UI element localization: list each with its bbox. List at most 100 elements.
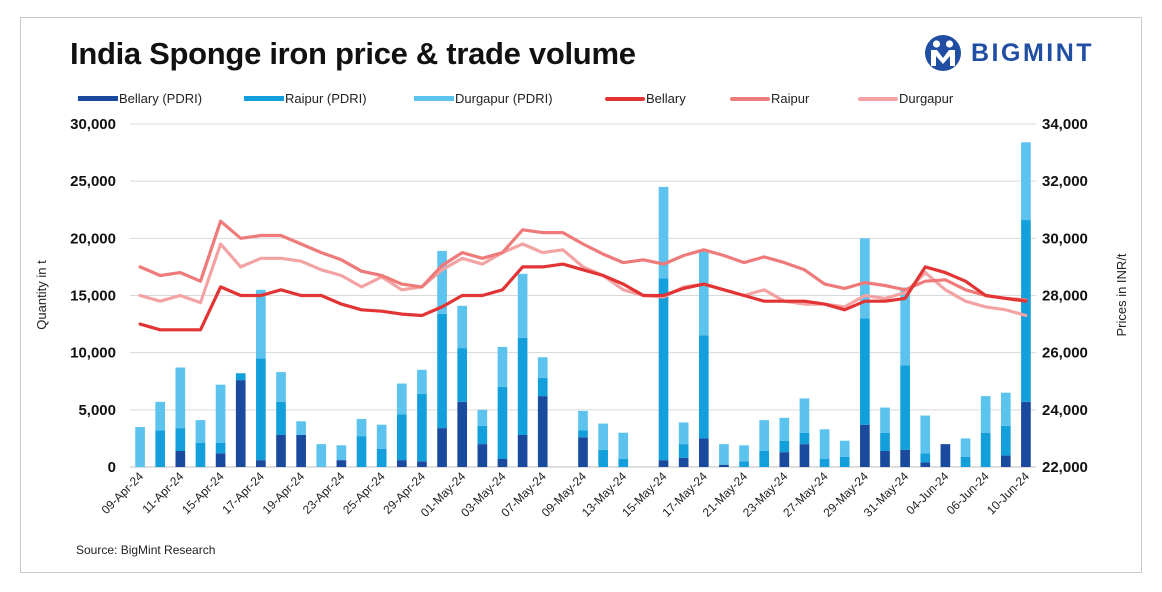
bar-raipur-pdri — [1021, 220, 1031, 402]
bar-durgapur-pdri — [658, 186, 669, 279]
x-tick-label: 06-Jun-24 — [944, 469, 992, 517]
y-tick-label-left: 25,000 — [70, 173, 116, 190]
x-tick-label: 15-Apr-24 — [179, 469, 227, 517]
bar-durgapur-pdri — [276, 372, 286, 402]
bar-durgapur-pdri — [578, 410, 588, 431]
bar-durgapur-pdri — [719, 444, 729, 465]
y-tick-label-right: 30,000 — [1042, 230, 1088, 247]
bar-bellary-pdri — [537, 396, 548, 467]
legend: Bellary (PDRI) Raipur (PDRI) Durgapur (P… — [78, 91, 1078, 109]
bar-durgapur-pdri — [799, 398, 810, 433]
bar-bellary-pdri — [779, 452, 790, 467]
bigmint-logo: BIGMINT — [923, 33, 1123, 73]
x-tick-label: 17-Apr-24 — [219, 469, 267, 517]
bar-raipur-pdri — [698, 335, 709, 439]
legend-label-bellary-pdri: Bellary (PDRI) — [119, 91, 203, 106]
x-tick-label: 04-Jun-24 — [903, 469, 951, 517]
legend-item-durgapur: Durgapur — [858, 91, 953, 106]
y-tick-label-right: 28,000 — [1042, 288, 1088, 305]
bar-durgapur-pdri — [960, 438, 971, 457]
bar-bellary-pdri — [256, 460, 266, 467]
bar-bellary-pdri — [880, 450, 890, 467]
bar-raipur-pdri — [437, 313, 447, 429]
line-bellary — [138, 262, 1028, 332]
bar-bellary-pdri — [417, 461, 427, 467]
chart-frame — [20, 17, 1142, 573]
bar-durgapur-pdri — [839, 440, 850, 457]
bar-durgapur-pdri — [980, 396, 991, 433]
bar-raipur-pdri — [860, 318, 870, 425]
bar-durgapur-pdri — [316, 444, 327, 467]
legend-label-durgapur-pdri: Durgapur (PDRI) — [455, 91, 553, 106]
y-tick-label-left: 20,000 — [70, 230, 116, 247]
bar-bellary-pdri — [215, 453, 226, 467]
bar-raipur-pdri — [195, 442, 206, 467]
bar-raipur-pdri — [759, 450, 770, 467]
bar-raipur-pdri — [396, 414, 407, 461]
bar-durgapur-pdri — [739, 445, 749, 462]
bar-raipur-pdri — [658, 278, 669, 461]
bar-durgapur-pdri — [477, 409, 488, 426]
bar-bellary-pdri — [437, 428, 447, 467]
bar-raipur-pdri — [920, 453, 931, 463]
bar-durgapur-pdri — [517, 273, 528, 338]
legend-item-durgapur-pdri: Durgapur (PDRI) — [414, 91, 553, 106]
line-raipur — [138, 219, 1028, 302]
bar-bellary-pdri — [1021, 401, 1031, 467]
bar-raipur-pdri — [880, 432, 890, 451]
bar-raipur-pdri — [678, 444, 689, 458]
bar-bellary-pdri — [920, 462, 931, 467]
y-tick-label-left: 15,000 — [70, 288, 116, 305]
bar-durgapur-pdri — [860, 238, 870, 319]
bar-raipur-pdri — [417, 393, 427, 462]
bar-raipur-pdri — [235, 373, 246, 381]
bar-raipur-pdri — [457, 348, 468, 402]
legend-item-bellary-pdri: Bellary (PDRI) — [78, 91, 202, 106]
bar-raipur-pdri — [537, 377, 548, 397]
bar-durgapur-pdri — [256, 289, 266, 359]
bar-raipur-pdri — [578, 430, 588, 438]
bigmint-logo-icon — [925, 35, 961, 71]
bar-durgapur-pdri — [457, 305, 468, 349]
bar-durgapur-pdri — [497, 346, 508, 387]
y-tick-label-left: 10,000 — [70, 345, 116, 362]
bar-raipur-pdri — [900, 365, 910, 450]
x-tick-label: 23-Apr-24 — [300, 469, 348, 517]
x-tick-label: 10-Jun-24 — [984, 469, 1032, 517]
bar-durgapur-pdri — [698, 249, 709, 336]
y-tick-label-right: 26,000 — [1042, 345, 1088, 362]
bar-durgapur-pdri — [376, 424, 387, 449]
bar-bellary-pdri — [235, 380, 246, 467]
bar-bellary-pdri — [296, 434, 306, 467]
bar-durgapur-pdri — [175, 367, 186, 429]
bar-bellary-pdri — [860, 424, 870, 467]
bar-bellary-pdri — [658, 460, 669, 467]
legend-swatch-raipur-pdri — [244, 96, 284, 101]
x-tick-label: 09-Apr-24 — [99, 469, 147, 517]
x-tick-label: 19-Apr-24 — [260, 469, 308, 517]
y-tick-label-right: 24,000 — [1042, 402, 1088, 419]
legend-label-durgapur: Durgapur — [899, 91, 954, 106]
lines — [138, 219, 1028, 332]
legend-label-raipur: Raipur — [771, 91, 810, 106]
bar-raipur-pdri — [618, 458, 629, 467]
bar-durgapur-pdri — [396, 383, 407, 415]
bar-raipur-pdri — [598, 449, 608, 467]
bar-raipur-pdri — [960, 456, 971, 467]
bar-raipur-pdri — [779, 440, 790, 453]
bar-raipur-pdri — [276, 401, 286, 435]
legend-swatch-durgapur-pdri — [414, 96, 454, 101]
legend-swatch-bellary — [605, 96, 645, 101]
bar-durgapur-pdri — [759, 420, 770, 451]
legend-item-raipur-pdri: Raipur (PDRI) — [244, 91, 367, 106]
bar-raipur-pdri — [376, 448, 387, 467]
legend-label-bellary: Bellary — [646, 91, 686, 106]
y-tick-label-right: 22,000 — [1042, 459, 1088, 476]
y-tick-label-right: 32,000 — [1042, 173, 1088, 190]
bar-bellary-pdri — [719, 464, 729, 467]
bar-durgapur-pdri — [537, 357, 548, 378]
bar-durgapur-pdri — [135, 426, 145, 467]
y-tick-label-right: 34,000 — [1042, 116, 1088, 133]
bar-durgapur-pdri — [598, 423, 608, 450]
bar-durgapur-pdri — [296, 421, 306, 435]
